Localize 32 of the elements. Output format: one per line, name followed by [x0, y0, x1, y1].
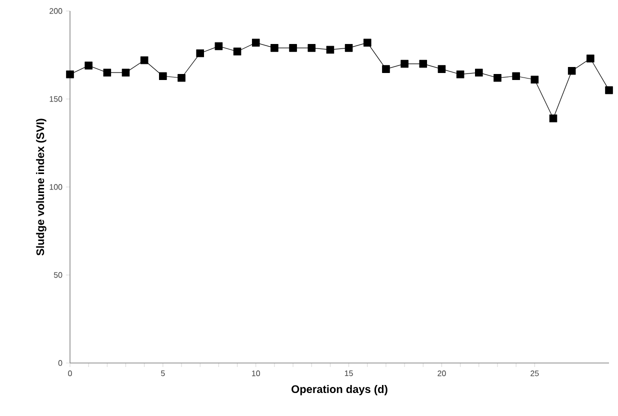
point [512, 72, 520, 80]
point [475, 68, 483, 76]
point [122, 68, 130, 76]
y-axis-title: Sludge volume index (SVI) [36, 118, 46, 256]
point [363, 38, 372, 47]
point [605, 86, 613, 94]
point [419, 60, 428, 68]
point [494, 74, 502, 82]
point [400, 60, 408, 68]
point [549, 114, 558, 122]
point [438, 65, 446, 73]
point [84, 62, 92, 70]
point [66, 70, 74, 78]
point [530, 76, 539, 84]
point [140, 56, 148, 64]
point [196, 49, 204, 58]
point [159, 72, 167, 80]
x-axis-title: Operation days (d) [292, 385, 388, 396]
point [178, 74, 186, 82]
point [586, 54, 594, 62]
point [289, 44, 297, 52]
point [252, 38, 260, 47]
point [382, 65, 390, 73]
point [214, 42, 223, 50]
point [344, 44, 353, 52]
point [103, 68, 112, 76]
point [456, 70, 464, 78]
point [308, 44, 316, 52]
point [568, 66, 576, 75]
point [270, 44, 278, 52]
point [326, 46, 334, 54]
point [233, 48, 242, 56]
